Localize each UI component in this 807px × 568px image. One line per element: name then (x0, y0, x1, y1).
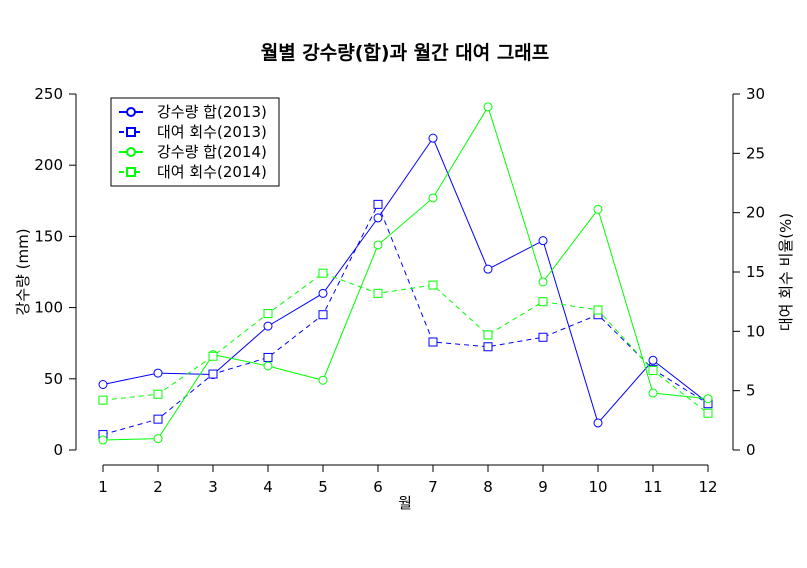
y-tick-label: 250 (34, 85, 63, 103)
series-line (102, 105, 709, 441)
data-point (483, 102, 493, 112)
y2-tick-label: 25 (746, 144, 765, 162)
x-tick-label: 12 (698, 478, 717, 496)
data-point (593, 305, 603, 315)
data-point (98, 395, 108, 405)
legend-marker (126, 107, 136, 117)
data-point (318, 310, 328, 320)
y-axis-label: 강수량 (mm) (14, 228, 32, 315)
data-point (593, 418, 603, 428)
series-4 (98, 268, 713, 418)
legend-label: 대여 회수(2014) (157, 163, 267, 181)
data-point (428, 193, 438, 203)
data-point (263, 321, 273, 331)
data-point (263, 361, 273, 371)
data-point (483, 330, 493, 340)
legend: 강수량 합(2013) 대여 회수(2013) 강수량 합(2014) 대여 회수(2… (110, 97, 280, 187)
y2-tick-label: 30 (746, 85, 765, 103)
legend-label: 강수량 합(2014) (157, 143, 267, 161)
data-point (648, 365, 658, 375)
legend-marker (126, 127, 136, 137)
data-point (153, 368, 163, 378)
chart-title: 월별 강수량(합)과 월간 대여 그래프 (261, 42, 550, 64)
x-tick-label: 9 (538, 478, 548, 496)
x-tick-label: 6 (373, 478, 383, 496)
legend-item: 대여 회수(2014) (119, 163, 267, 181)
series-line (102, 137, 709, 424)
data-point (153, 434, 163, 444)
data-point (703, 394, 713, 404)
y-tick-label: 150 (34, 227, 63, 245)
data-point (153, 389, 163, 399)
y-tick-label: 100 (34, 299, 63, 317)
x-tick-label: 10 (588, 478, 607, 496)
y2-tick-label: 15 (746, 263, 765, 281)
data-point (208, 369, 218, 379)
legend-item: 대여 회수(2013) (119, 123, 267, 141)
data-point (373, 213, 383, 223)
series-layer (98, 102, 713, 445)
legend-item: 강수량 합(2014) (119, 143, 267, 161)
x-tick-label: 4 (263, 478, 273, 496)
x-tick-label: 7 (428, 478, 438, 496)
legend-label: 대여 회수(2013) (157, 123, 267, 141)
data-point (263, 352, 273, 362)
x-tick-label: 1 (98, 478, 108, 496)
data-point (483, 342, 493, 352)
x-tick-label: 11 (643, 478, 662, 496)
y2-tick-label: 0 (746, 441, 756, 459)
y-tick-label: 0 (53, 441, 63, 459)
data-point (98, 379, 108, 389)
y2-tick-label: 20 (746, 204, 765, 222)
data-point (593, 204, 603, 214)
data-point (538, 277, 548, 287)
y2-tick-label: 5 (746, 382, 756, 400)
axes: 1 2 3 4 5 6 7 8 9 10 11 120501001502002500510152025… (34, 85, 765, 496)
data-point (538, 236, 548, 246)
y2-tick-label: 10 (746, 322, 765, 340)
data-point (648, 388, 658, 398)
data-point (318, 288, 328, 298)
data-point (373, 288, 383, 298)
data-point (428, 133, 438, 143)
data-point (373, 199, 383, 209)
series-line (102, 203, 709, 436)
data-point (703, 408, 713, 418)
x-tick-label: 2 (153, 478, 163, 496)
series-line (102, 272, 709, 414)
y2-axis-label: 대여 회수 비율(%) (777, 213, 795, 331)
data-point (318, 268, 328, 278)
data-point (428, 280, 438, 290)
data-point (263, 309, 273, 319)
data-point (373, 240, 383, 250)
data-point (648, 355, 658, 365)
data-point (98, 435, 108, 445)
data-point (318, 375, 328, 385)
x-tick-label: 3 (208, 478, 218, 496)
data-point (538, 332, 548, 342)
legend-marker (126, 167, 136, 177)
legend-label: 강수량 합(2013) (157, 103, 267, 121)
x-tick-label: 8 (483, 478, 493, 496)
data-point (153, 414, 163, 424)
x-axis-label: 월 (398, 494, 412, 512)
series-2 (98, 199, 713, 440)
legend-marker (126, 147, 136, 157)
x-tick-label: 5 (318, 478, 328, 496)
series-1 (98, 133, 713, 428)
data-point (538, 297, 548, 307)
y-tick-label: 200 (34, 156, 63, 174)
data-point (428, 337, 438, 347)
data-point (483, 264, 493, 274)
y-tick-label: 50 (44, 370, 63, 388)
legend-item: 강수량 합(2013) (119, 103, 267, 121)
data-point (208, 351, 218, 361)
